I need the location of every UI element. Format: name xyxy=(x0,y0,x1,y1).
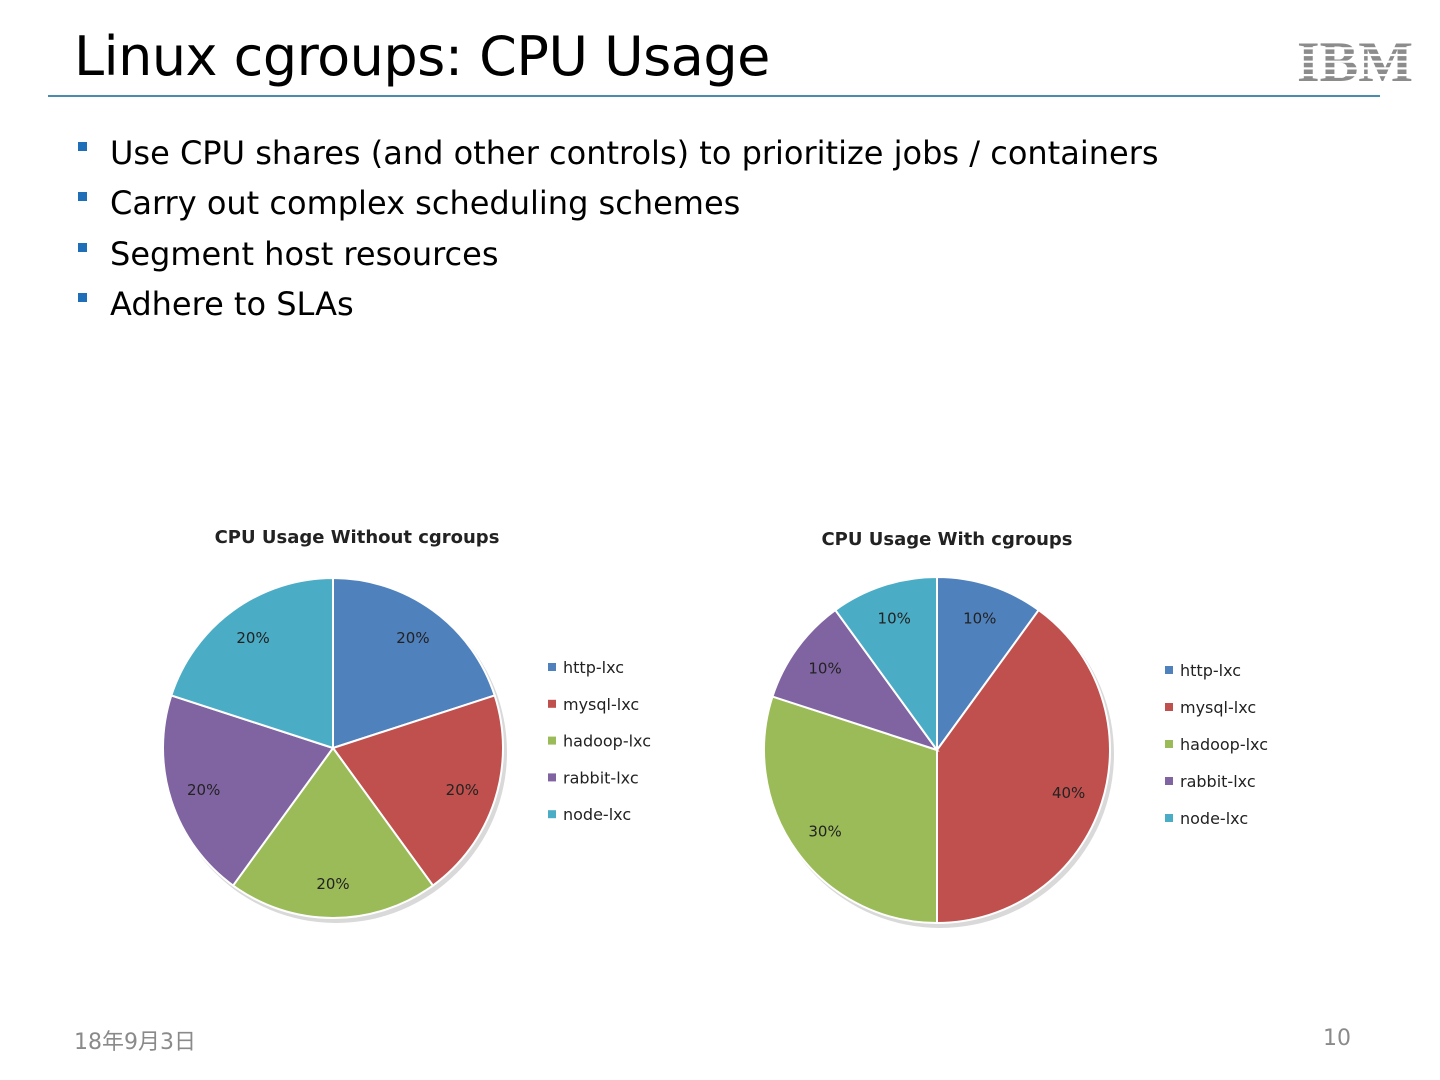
legend-swatch xyxy=(548,663,556,671)
legend-swatch xyxy=(548,699,556,708)
pie-chart-svg: CPU Usage Without cgroups 20% 20% 20% 20% 20%… xyxy=(162,527,651,923)
bullet-text: Carry out complex scheduling schemes xyxy=(110,184,741,223)
legend-swatch xyxy=(1165,777,1173,785)
pie-slice-rabbit-lxc xyxy=(771,608,940,752)
pie-slice-node-lxc xyxy=(170,576,334,750)
legend-label: http-lxc xyxy=(563,658,624,677)
bullet-text: Use CPU shares (and other controls) to p… xyxy=(110,134,1159,172)
slice-label: 20% xyxy=(446,781,479,799)
bullet-item: Adhere to SLAs xyxy=(76,279,1159,329)
pie-chart-without-cgroups: CPU Usage Without cgroups 20% 20% 20% 20% 20%… xyxy=(150,505,710,945)
chart-title: CPU Usage With cgroups xyxy=(821,529,1072,550)
slice-label: 20% xyxy=(396,629,429,647)
legend-swatch xyxy=(548,810,556,819)
legend-swatch xyxy=(1165,740,1173,748)
legend-label: http-lxc xyxy=(1180,661,1241,680)
pie-slice-hadoop-lxc xyxy=(231,746,435,919)
page-number: 10 xyxy=(1323,1026,1351,1051)
legend-swatch xyxy=(548,773,556,782)
legend-swatch xyxy=(1165,703,1173,711)
pie-chart-svg: CPU Usage With cgroups 10% 40% 30% 10% 10% htt… xyxy=(763,529,1268,928)
slice-label: 10% xyxy=(963,609,996,627)
bullet-item: Use CPU shares (and other controls) to p… xyxy=(76,128,1159,178)
slice-label: 20% xyxy=(236,629,269,647)
title-rule xyxy=(48,95,1380,97)
pie-slice-http-lxc xyxy=(936,575,1041,754)
legend-label: node-lxc xyxy=(1180,809,1248,828)
ibm-logo-icon: IBM xyxy=(1297,36,1413,84)
slice-label: 10% xyxy=(808,660,841,678)
bullet-text: Segment host resources xyxy=(110,234,499,273)
pie-slice-node-lxc xyxy=(833,575,938,754)
bullet-marker xyxy=(78,242,87,252)
slice-label: 30% xyxy=(808,822,841,840)
bullet-text: Adhere to SLAs xyxy=(110,284,354,323)
pie-slice-http-lxc xyxy=(332,576,496,750)
footer-date: 18年9月3日 xyxy=(74,1030,196,1055)
legend-label: rabbit-lxc xyxy=(1180,772,1256,791)
slice-label: 20% xyxy=(316,875,349,893)
bullet-item: Segment host resources xyxy=(76,229,1159,279)
bullet-list: Use CPU shares (and other controls) to p… xyxy=(76,128,1159,329)
bullet-marker xyxy=(78,142,87,151)
pie-chart-with-cgroups: CPU Usage With cgroups 10% 40% 30% 10% 10% htt… xyxy=(755,505,1315,945)
pie-slice-mysql-lxc xyxy=(331,694,504,887)
legend-swatch xyxy=(1165,666,1173,674)
legend-label: hadoop-lxc xyxy=(1180,735,1268,754)
legend-label: node-lxc xyxy=(563,805,631,824)
slice-label: 40% xyxy=(1052,784,1085,802)
pie-slice-rabbit-lxc xyxy=(162,694,335,887)
slice-label: 10% xyxy=(878,609,911,627)
pie-slice-mysql-lxc xyxy=(936,608,1111,925)
legend-swatch xyxy=(548,736,556,745)
legend-label: rabbit-lxc xyxy=(563,768,639,787)
legend-label: mysql-lxc xyxy=(1180,698,1256,717)
bullet-marker xyxy=(78,192,87,202)
slide-title: Linux cgroups: CPU Usage xyxy=(74,25,770,88)
legend-label: hadoop-lxc xyxy=(563,732,651,751)
legend-swatch xyxy=(1165,814,1173,822)
svg-text:IBM: IBM xyxy=(1297,36,1413,84)
slice-label: 20% xyxy=(187,781,220,799)
legend-label: mysql-lxc xyxy=(563,695,639,714)
bullet-marker xyxy=(78,292,87,302)
pie-slice-hadoop-lxc xyxy=(763,695,938,925)
bullet-item: Carry out complex scheduling schemes xyxy=(76,178,1159,228)
chart-title: CPU Usage Without cgroups xyxy=(215,527,500,548)
